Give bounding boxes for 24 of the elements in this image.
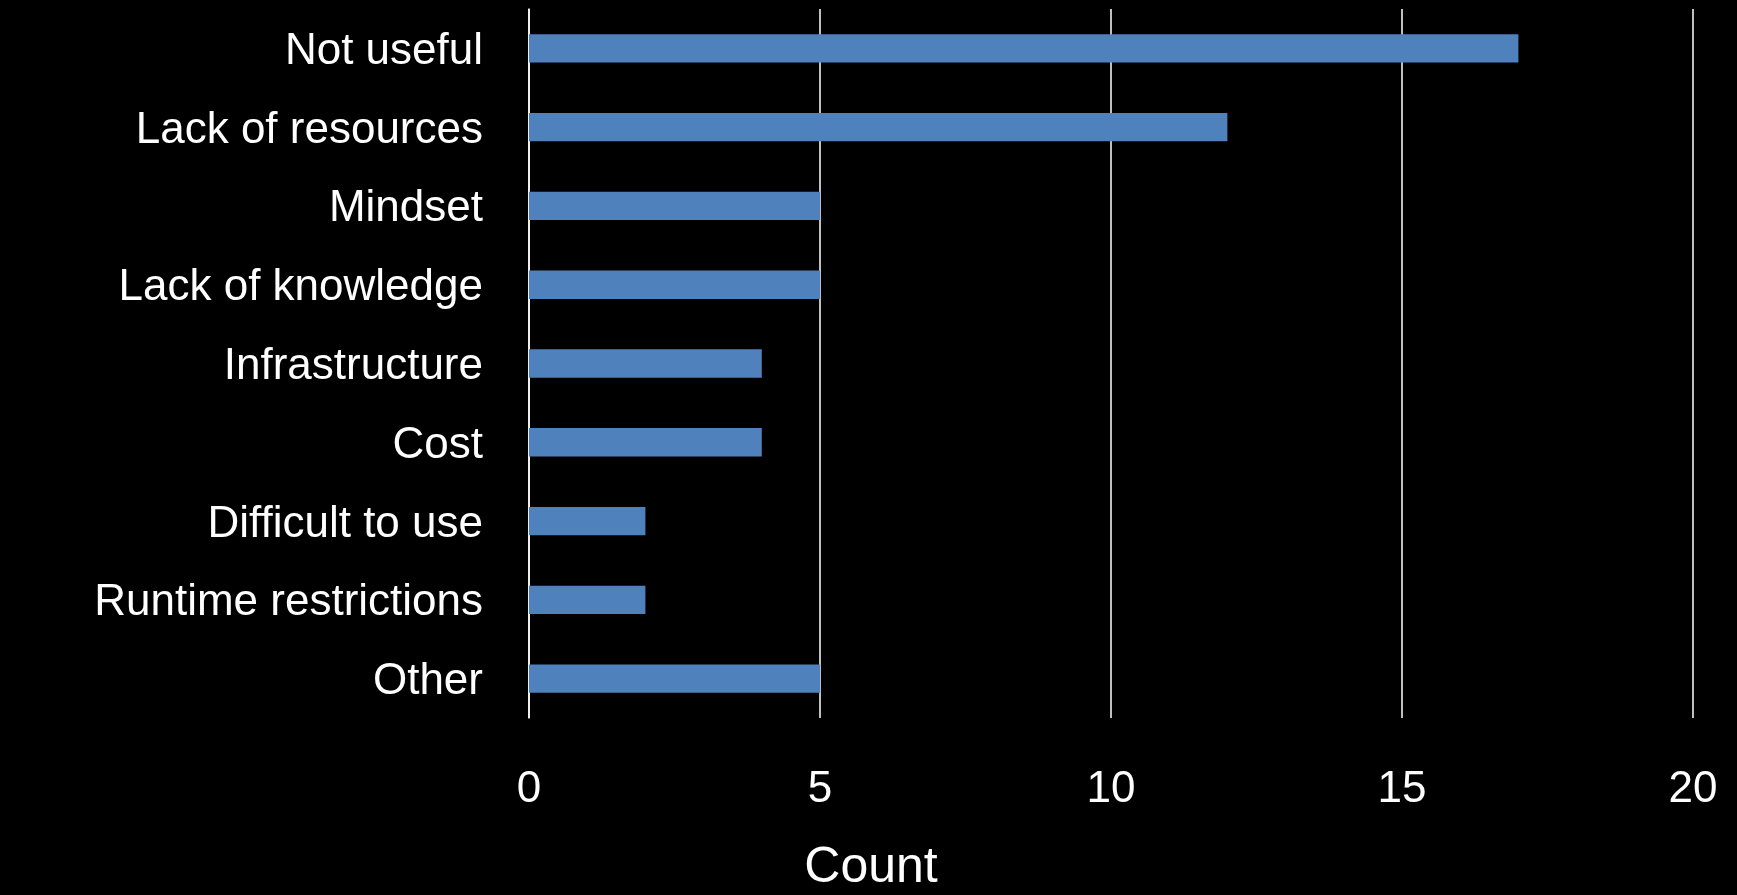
- y-tick-label: Other: [372, 654, 483, 704]
- bar: [529, 191, 820, 221]
- y-tick-label: Runtime restrictions: [94, 575, 483, 625]
- bar: [529, 349, 762, 378]
- x-tick-label: 0: [516, 761, 542, 811]
- y-tick-label: Mindset: [328, 181, 483, 231]
- y-tick-label: Difficult to use: [207, 496, 483, 546]
- bar: [529, 506, 646, 536]
- bar: [529, 112, 1228, 142]
- y-tick-label: Cost: [392, 417, 483, 467]
- x-axis-title: Count: [804, 837, 938, 893]
- bar: [529, 270, 820, 299]
- x-tick-label: 20: [1668, 761, 1718, 811]
- bar: [529, 34, 1519, 63]
- bar: [529, 428, 762, 457]
- bar: [529, 664, 820, 693]
- y-tick-label: Infrastructure: [223, 339, 483, 388]
- bar: [529, 585, 646, 615]
- x-tick-label: 5: [807, 761, 833, 811]
- y-tick-label: Lack of knowledge: [118, 260, 483, 310]
- y-tick-label: Lack of resources: [135, 102, 483, 152]
- x-tick-label: 15: [1377, 761, 1427, 811]
- y-tick-label: Not useful: [284, 23, 483, 73]
- x-tick-label: 10: [1086, 761, 1136, 811]
